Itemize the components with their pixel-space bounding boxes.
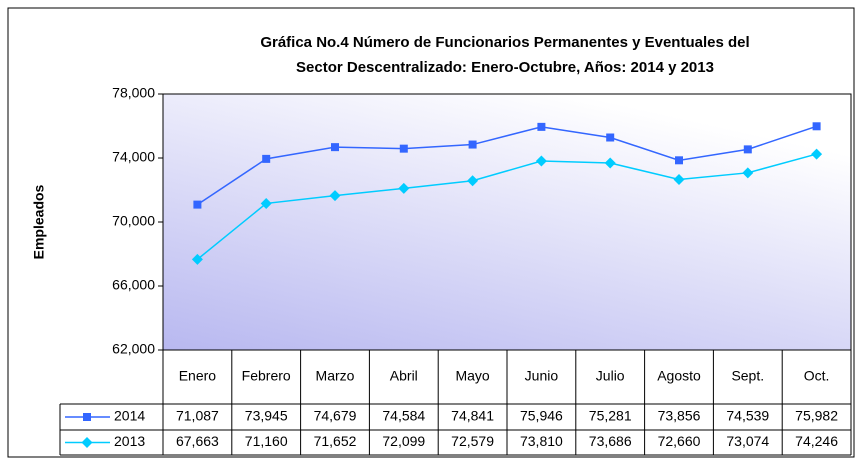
data-point [468, 140, 477, 149]
data-label: 72,579 [451, 433, 494, 449]
x-tick-label: Junio [525, 368, 559, 384]
data-point [743, 145, 752, 154]
data-label: 75,281 [589, 408, 632, 424]
data-label: 73,074 [726, 433, 769, 449]
data-label: 72,099 [382, 433, 425, 449]
data-point [604, 157, 616, 169]
data-label: 74,679 [314, 408, 357, 424]
y-tick-label: 66,000 [112, 277, 155, 293]
legend-label: 2013 [114, 433, 145, 449]
legend-label: 2014 [114, 408, 145, 424]
x-tick-label: Abril [390, 368, 418, 384]
data-point [812, 122, 821, 131]
chart-title: Gráfica No.4 Número de Funcionarios Perm… [260, 34, 749, 51]
data-point [742, 167, 754, 179]
x-tick-label: Oct. [804, 368, 830, 384]
data-label: 74,584 [382, 408, 425, 424]
data-point [331, 143, 339, 152]
y-tick-label: 62,000 [112, 341, 155, 357]
series-line [196, 125, 817, 206]
x-tick-label: Marzo [316, 368, 355, 384]
x-tick-label: Febrero [242, 368, 291, 384]
data-point [262, 154, 271, 163]
data-point [193, 200, 202, 209]
x-tick-label: Sept. [731, 368, 764, 384]
y-tick-label: 78,000 [112, 85, 155, 101]
data-label: 73,945 [245, 408, 288, 424]
chart-title: Sector Descentralizado: Enero-Octubre, A… [296, 59, 714, 76]
y-tick-label: 74,000 [112, 149, 155, 165]
data-label: 67,663 [176, 433, 219, 449]
y-axis-label: Empleados [31, 184, 47, 259]
data-label: 72,660 [658, 433, 701, 449]
data-label: 73,810 [520, 433, 563, 449]
data-label: 75,982 [795, 408, 838, 424]
series-line [196, 153, 817, 260]
data-point [535, 155, 547, 167]
y-tick-label: 70,000 [112, 213, 155, 229]
data-label: 74,246 [795, 433, 838, 449]
data-point [467, 175, 479, 187]
data-point [191, 253, 203, 265]
data-point [398, 182, 410, 194]
data-point [260, 197, 272, 209]
x-tick-label: Enero [179, 368, 217, 384]
data-point [329, 190, 341, 202]
legend-marker [81, 437, 93, 448]
legend-marker [83, 413, 91, 421]
data-point [673, 173, 685, 185]
x-tick-label: Agosto [657, 368, 701, 384]
data-label: 71,160 [245, 433, 288, 449]
data-label: 71,652 [314, 433, 357, 449]
data-point [675, 156, 683, 165]
plot-area [162, 93, 852, 351]
data-label: 75,946 [520, 408, 563, 424]
data-point [399, 144, 408, 153]
data-point [606, 133, 615, 142]
x-tick-label: Mayo [455, 368, 489, 384]
data-label: 74,841 [451, 408, 494, 424]
data-point [537, 122, 546, 131]
data-point [811, 148, 823, 160]
data-label: 73,856 [658, 408, 701, 424]
data-label: 73,686 [589, 433, 632, 449]
x-tick-label: Julio [596, 368, 625, 384]
data-label: 74,539 [726, 408, 769, 424]
data-label: 71,087 [176, 408, 219, 424]
